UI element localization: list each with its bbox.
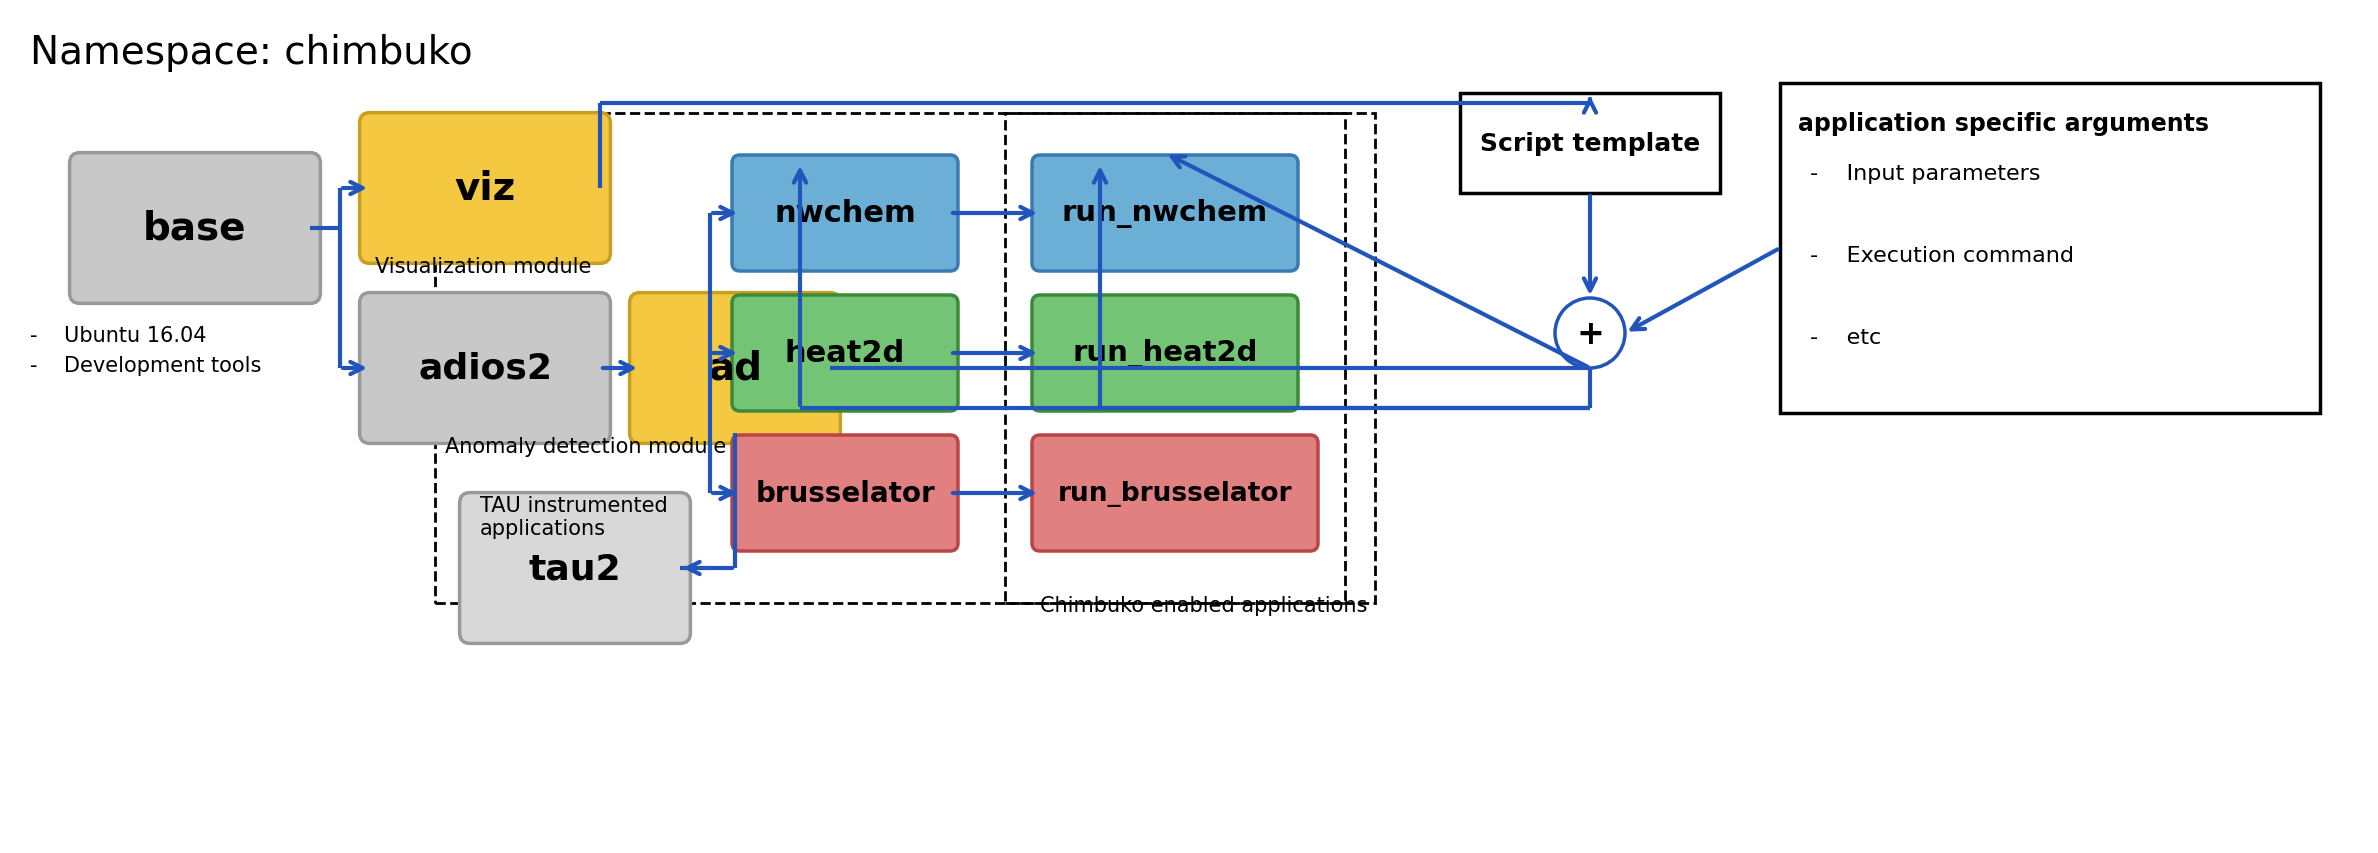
Text: adios2: adios2 [419,351,552,386]
Text: nwchem: nwchem [775,200,916,229]
Text: brusselator: brusselator [756,479,935,508]
FancyBboxPatch shape [732,436,958,551]
FancyBboxPatch shape [359,113,611,264]
Text: Visualization module: Visualization module [376,257,592,276]
Text: -    Ubuntu 16.04: - Ubuntu 16.04 [31,326,207,345]
FancyBboxPatch shape [459,493,690,644]
FancyBboxPatch shape [1032,156,1298,272]
Text: +: + [1577,317,1603,350]
Text: run_nwchem: run_nwchem [1063,200,1267,229]
Text: ad: ad [709,350,761,387]
Text: viz: viz [454,170,516,208]
Text: base: base [143,210,247,247]
FancyBboxPatch shape [630,293,839,444]
Text: run_heat2d: run_heat2d [1072,339,1258,368]
Text: tau2: tau2 [528,551,621,585]
Text: -    etc: - etc [1810,328,1881,347]
Text: Chimbuko enabled applications: Chimbuko enabled applications [1039,595,1367,615]
Text: -    Execution command: - Execution command [1810,246,2074,265]
Circle shape [1555,299,1624,368]
Text: heat2d: heat2d [785,339,906,368]
FancyBboxPatch shape [732,296,958,411]
Bar [435,113,1346,603]
FancyBboxPatch shape [732,156,958,272]
Text: -    Development tools: - Development tools [31,356,262,375]
Bar [1460,94,1719,194]
Bar [1781,84,2321,414]
Text: -    Input parameters: - Input parameters [1810,164,2040,183]
Text: Script template: Script template [1479,132,1700,156]
FancyBboxPatch shape [1032,436,1317,551]
FancyBboxPatch shape [359,293,611,444]
Text: TAU instrumented
applications: TAU instrumented applications [480,496,668,538]
Text: application specific arguments: application specific arguments [1798,112,2209,136]
Text: run_brusselator: run_brusselator [1058,480,1291,507]
FancyBboxPatch shape [1032,296,1298,411]
Bar [1006,113,1374,603]
Text: Anomaly detection module: Anomaly detection module [445,437,725,456]
FancyBboxPatch shape [69,154,321,304]
Text: Namespace: chimbuko: Namespace: chimbuko [31,34,473,72]
